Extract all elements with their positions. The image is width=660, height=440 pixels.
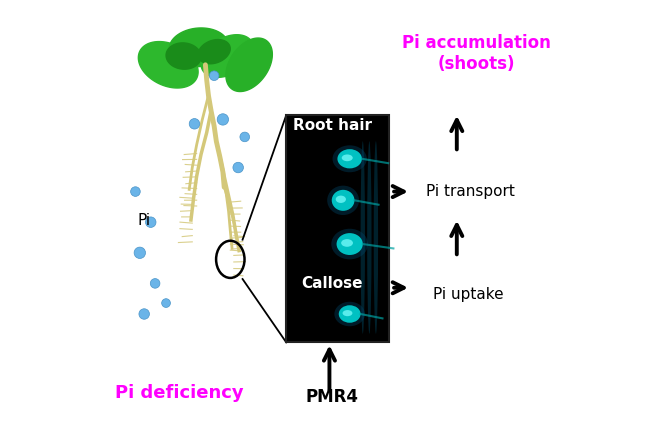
Polygon shape xyxy=(226,38,273,92)
Ellipse shape xyxy=(336,196,346,203)
Text: Callose: Callose xyxy=(302,276,363,291)
Text: Root hair: Root hair xyxy=(293,118,372,133)
Ellipse shape xyxy=(332,190,354,211)
Ellipse shape xyxy=(331,229,368,259)
Circle shape xyxy=(145,217,156,227)
Polygon shape xyxy=(201,35,253,77)
Circle shape xyxy=(233,162,244,173)
Ellipse shape xyxy=(327,186,359,215)
Ellipse shape xyxy=(337,233,363,255)
Ellipse shape xyxy=(339,305,360,323)
Ellipse shape xyxy=(337,149,362,169)
Circle shape xyxy=(131,187,140,196)
FancyBboxPatch shape xyxy=(286,115,389,342)
Ellipse shape xyxy=(341,239,353,247)
Ellipse shape xyxy=(374,141,378,334)
Ellipse shape xyxy=(367,141,372,334)
Circle shape xyxy=(162,299,170,308)
Ellipse shape xyxy=(343,310,352,316)
Ellipse shape xyxy=(335,302,365,326)
Circle shape xyxy=(150,279,160,288)
Polygon shape xyxy=(169,28,228,66)
Text: Pi uptake: Pi uptake xyxy=(433,287,504,302)
Text: Pi transport: Pi transport xyxy=(426,184,515,199)
Ellipse shape xyxy=(333,145,367,172)
Polygon shape xyxy=(198,40,230,64)
Polygon shape xyxy=(139,41,198,88)
Text: PMR4: PMR4 xyxy=(306,388,358,406)
Ellipse shape xyxy=(360,141,365,334)
Circle shape xyxy=(209,71,219,81)
Circle shape xyxy=(189,118,200,129)
Circle shape xyxy=(217,114,228,125)
Circle shape xyxy=(139,309,149,319)
Text: Pi: Pi xyxy=(138,213,150,227)
Text: Pi deficiency: Pi deficiency xyxy=(115,384,244,402)
Text: Pi accumulation
(shoots): Pi accumulation (shoots) xyxy=(402,34,551,73)
Circle shape xyxy=(134,247,145,258)
Polygon shape xyxy=(166,43,201,69)
Circle shape xyxy=(240,132,249,142)
Ellipse shape xyxy=(342,154,352,161)
